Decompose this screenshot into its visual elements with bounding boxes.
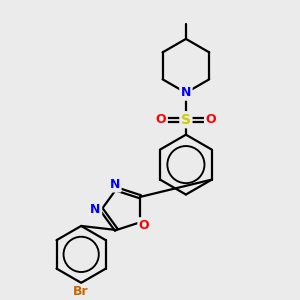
Text: N: N [90,203,101,216]
Text: O: O [139,219,149,232]
Text: N: N [181,86,191,99]
Text: Br: Br [74,285,89,298]
Text: O: O [206,113,216,126]
Text: S: S [181,113,191,127]
Text: N: N [110,178,120,191]
Text: O: O [156,113,167,126]
